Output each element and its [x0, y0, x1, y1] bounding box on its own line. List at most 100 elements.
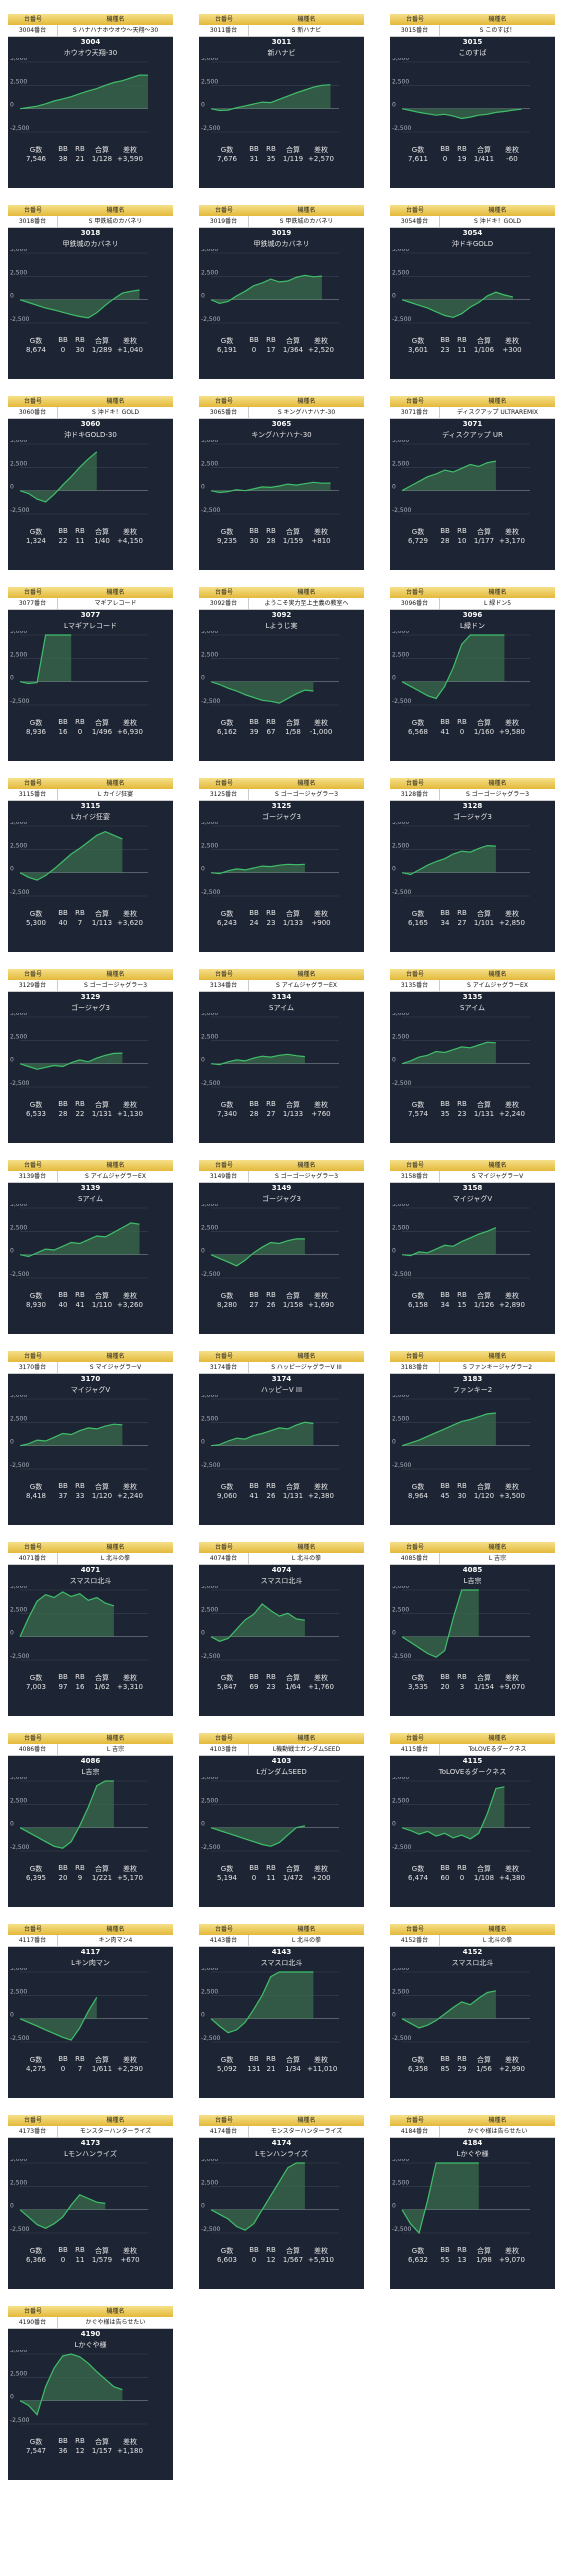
stat-label: 合算: [286, 2056, 300, 2064]
machine-card[interactable]: 台番号 機種名 3077番台 マギアレコード 3077 Lマギアレコード 5,000 2,50…: [8, 587, 173, 761]
series-line: [401, 634, 505, 700]
y-tick-label: 2,500: [10, 2370, 27, 2377]
machine-card[interactable]: 台番号 機種名 3092番台 ようこそ実力至上主義の教室へ 3092 Lようじ実 5,000…: [199, 587, 364, 761]
machine-card[interactable]: 台番号 機種名 3139番台 S アイムジャグラーEX 3139 Sアイム 5,000 2,5…: [8, 1160, 173, 1334]
series-line: [210, 481, 331, 494]
machine-card[interactable]: 台番号 機種名 4184番台 かぐや様は告らせたい 4184 Lかぐや様 5,000 2,50…: [390, 2115, 555, 2289]
machine-card[interactable]: 台番号 機種名 3060番台 S 沖ドキ！GOLD 3060 沖ドキGOLD-30 5,00…: [8, 396, 173, 570]
stat-label: RB: [266, 909, 276, 917]
y-tick-label: 2,500: [10, 78, 27, 85]
card-header: 台番号 機種名 3183番台 S ファンキージャグラー2: [390, 1351, 555, 1374]
series-line: [19, 1052, 123, 1070]
model-column-label: 機種名: [297, 971, 316, 978]
stat-label: G数: [411, 1292, 425, 1300]
series-line: [19, 1423, 123, 1447]
machine-card[interactable]: 台番号 機種名 3004番台 S ハナハナホウオウ～天翔～30 3004 ホウオウ天翔-3…: [8, 14, 173, 188]
stat-value: 16: [58, 728, 68, 736]
coin-difference-chart: 5,000 2,500 0 -2,500: [10, 1586, 148, 1661]
stat-value: 3,535: [407, 1683, 429, 1691]
machine-column-label: 台番号: [405, 1926, 424, 1933]
machine-card[interactable]: 台番号 機種名 3125番台 S ゴーゴージャグラー3 3125 ゴージャグ3 5,000 2…: [199, 778, 364, 952]
machine-card[interactable]: 台番号 機種名 3129番台 S ゴーゴージャグラー3 3129 ゴージャグ3 5,000 2…: [8, 969, 173, 1143]
header-values: 3183番台 S ファンキージャグラー2: [390, 1362, 555, 1374]
machine-card[interactable]: 台番号 機種名 4173番台 モンスターハンターライズ 4173 Lモンハンライズ 5,00…: [8, 2115, 173, 2289]
machine-card[interactable]: 台番号 機種名 3011番台 S 新ハナビ 3011 新ハナビ 5,000 2,500 0 -2,…: [199, 14, 364, 188]
machine-card[interactable]: 台番号 機種名 4085番台 L 吉宗 4085 L吉宗 5,000 2,500 0 -2,500…: [390, 1542, 555, 1716]
stat-label: BB: [58, 145, 68, 153]
machine-card[interactable]: 台番号 機種名 3135番台 S アイムジャグラーEX 3135 Sアイム 5,000 2,5…: [390, 969, 555, 1143]
machine-card[interactable]: 台番号 機種名 3134番台 S アイムジャグラーEX 3134 Sアイム 5,000 2,5…: [199, 969, 364, 1143]
stat-value: 1/62: [94, 1683, 110, 1691]
header-labels: 台番号 機種名: [8, 969, 173, 980]
stat-value: 1/177: [473, 537, 495, 545]
machine-card[interactable]: 台番号 機種名 3128番台 S ゴーゴージャグラー3 3128 ゴージャグ3 5,000 2…: [390, 778, 555, 952]
machine-card[interactable]: 台番号 機種名 4074番台 L 北斗の拳 4074 スマスロ北斗 5,000 2,500 0 -…: [199, 1542, 364, 1716]
machine-card[interactable]: 台番号 機種名 3183番台 S ファンキージャグラー2 3183 ファンキー2 5,000…: [390, 1351, 555, 1525]
stat-value: +2,290: [117, 2065, 143, 2073]
series-area: [20, 75, 148, 109]
machine-card[interactable]: 台番号 機種名 4071番台 L 北斗の拳 4071 スマスロ北斗 5,000 2,500 0 -…: [8, 1542, 173, 1716]
machine-short-name: スマスロ北斗: [260, 1577, 303, 1585]
machine-card[interactable]: 台番号 機種名 3170番台 S マイジャグラーV 3170 マイジャグV 5,000 2,5…: [8, 1351, 173, 1525]
machine-card[interactable]: 台番号 機種名 4190番台 かぐや様は告らせたい 4190 Lかぐや様 5,000 2,50…: [8, 2306, 173, 2480]
machine-card[interactable]: 台番号 機種名 3096番台 L 緑ドン5 3096 L緑ドン 5,000 2,500 0 -2,…: [390, 587, 555, 761]
header-values: 4071番台 L 北斗の拳: [8, 1553, 173, 1565]
series-line: [210, 1053, 305, 1066]
machine-card[interactable]: 台番号 機種名 3065番台 S キングハナハナ-30 3065 キングハナハナ-30 5,…: [199, 396, 364, 570]
y-tick-label: 2,500: [392, 460, 409, 467]
machine-short-name: マイジャグV: [70, 1386, 111, 1394]
machine-card[interactable]: 台番号 機種名 3115番台 L カイジ狂宴 3115 Lカイジ狂宴 5,000 2,500 0…: [8, 778, 173, 952]
machine-card[interactable]: 台番号 機種名 3019番台 S 甲鉄城のカバネリ 3019 甲鉄城のカバネリ 5,000 2…: [199, 205, 364, 379]
stat-label: G数: [411, 528, 425, 536]
card-header: 台番号 機種名 4184番台 かぐや様は告らせたい: [390, 2115, 555, 2138]
model-column-label: 機種名: [106, 2117, 125, 2124]
header-labels: 台番号 機種名: [8, 2115, 173, 2126]
card-header: 台番号 機種名 4115番台 ToLOVEるダークネス: [390, 1733, 555, 1756]
machine-card[interactable]: 台番号 機種名 3174番台 S ハッピージャグラーV III 3174 ハッピーV II…: [199, 1351, 364, 1525]
series-line: [19, 2353, 123, 2416]
machine-card[interactable]: 台番号 機種名 3018番台 S 甲鉄城のカバネリ 3018 甲鉄城のカバネリ 5,000 2…: [8, 205, 173, 379]
stat-value: 8,674: [25, 346, 47, 354]
coin-difference-chart: 5,000 2,500 0 -2,500: [392, 1395, 530, 1470]
machine-card[interactable]: 台番号 機種名 4117番台 キン肉マン4 4117 Lキン肉マン 5,000 2,500 0 -…: [8, 1924, 173, 2098]
machine-card[interactable]: 台番号 機種名 4086番台 L 吉宗 4086 L吉宗 5,000 2,500 0 -2,500…: [8, 1733, 173, 1907]
stat-label: BB: [440, 2055, 450, 2063]
machine-card[interactable]: 台番号 機種名 3071番台 ディスクアップ ULTRAREMIX 3071 ディスクアッ…: [390, 396, 555, 570]
machine-card[interactable]: 台番号 機種名 4143番台 L 北斗の拳 4143 スマスロ北斗 5,000 2,500 0 -…: [199, 1924, 364, 2098]
y-tick-label: 5,000: [201, 58, 218, 62]
card-header: 台番号 機種名 4085番台 L 吉宗: [390, 1542, 555, 1565]
y-tick-label: -2,500: [10, 1080, 30, 1087]
y-tick-label: 2,500: [10, 1224, 27, 1231]
machine-card[interactable]: 台番号 機種名 3158番台 S マイジャグラーV 3158 マイジャグV 5,000 2,5…: [390, 1160, 555, 1334]
coin-difference-chart: 5,000 2,500 0 -2,500: [392, 249, 530, 324]
machine-card[interactable]: 台番号 機種名 4115番台 ToLOVEるダークネス 4115 ToLOVEるダークネス…: [390, 1733, 555, 1907]
stat-label: 合算: [477, 1292, 491, 1300]
stat-label: 合算: [286, 337, 300, 345]
y-tick-label: -2,500: [10, 2417, 30, 2424]
machine-card[interactable]: 台番号 機種名 3149番台 S ゴーゴージャグラー3 3149 ゴージャグ3 5,000 2…: [199, 1160, 364, 1334]
y-tick-label: -2,500: [201, 1271, 221, 1278]
machine-short-name: L吉宗: [81, 1768, 100, 1776]
machine-card[interactable]: 台番号 機種名 3015番台 S このすば！ 3015 このすば 5,000 2,500 0 -2…: [390, 14, 555, 188]
machine-card[interactable]: 台番号 機種名 4174番台 モンスターハンターライズ 4174 Lモンハンライズ 5,00…: [199, 2115, 364, 2289]
machine-card[interactable]: 台番号 機種名 4152番台 L 北斗の拳 4152 スマスロ北斗 5,000 2,500 0 -…: [390, 1924, 555, 2098]
series-line: [401, 291, 514, 319]
machine-id: 3054番台: [390, 216, 440, 227]
stat-value: 0: [251, 2256, 257, 2264]
coin-difference-chart: 5,000 2,500 0 -2,500: [392, 2159, 530, 2235]
stat-label: 合算: [286, 2247, 300, 2255]
model-name: ToLOVEるダークネス: [468, 1746, 527, 1753]
header-values: 4173番台 モンスターハンターライズ: [8, 2126, 173, 2138]
stat-value: 1/58: [285, 728, 301, 736]
coin-difference-chart: 5,000 2,500 0 -2,500: [10, 1777, 148, 1852]
machine-card[interactable]: 台番号 機種名 3054番台 S 沖ドキ！GOLD 3054 沖ドキGOLD 5,000 2,…: [390, 205, 555, 379]
y-tick-label: 0: [392, 102, 396, 109]
machine-number: 3135: [462, 993, 483, 1001]
y-tick-label: 5,000: [201, 2159, 218, 2163]
series-area: [20, 2354, 123, 2415]
y-tick-label: -2,500: [10, 1462, 30, 1469]
stat-value: 6,729: [407, 537, 429, 545]
stat-label: 差枚: [505, 1101, 519, 1109]
machine-card[interactable]: 台番号 機種名 4103番台 L機動戦士ガンダムSEED 4103 LガンダムSEED 5,…: [199, 1733, 364, 1907]
stat-label: 差枚: [314, 1674, 328, 1682]
